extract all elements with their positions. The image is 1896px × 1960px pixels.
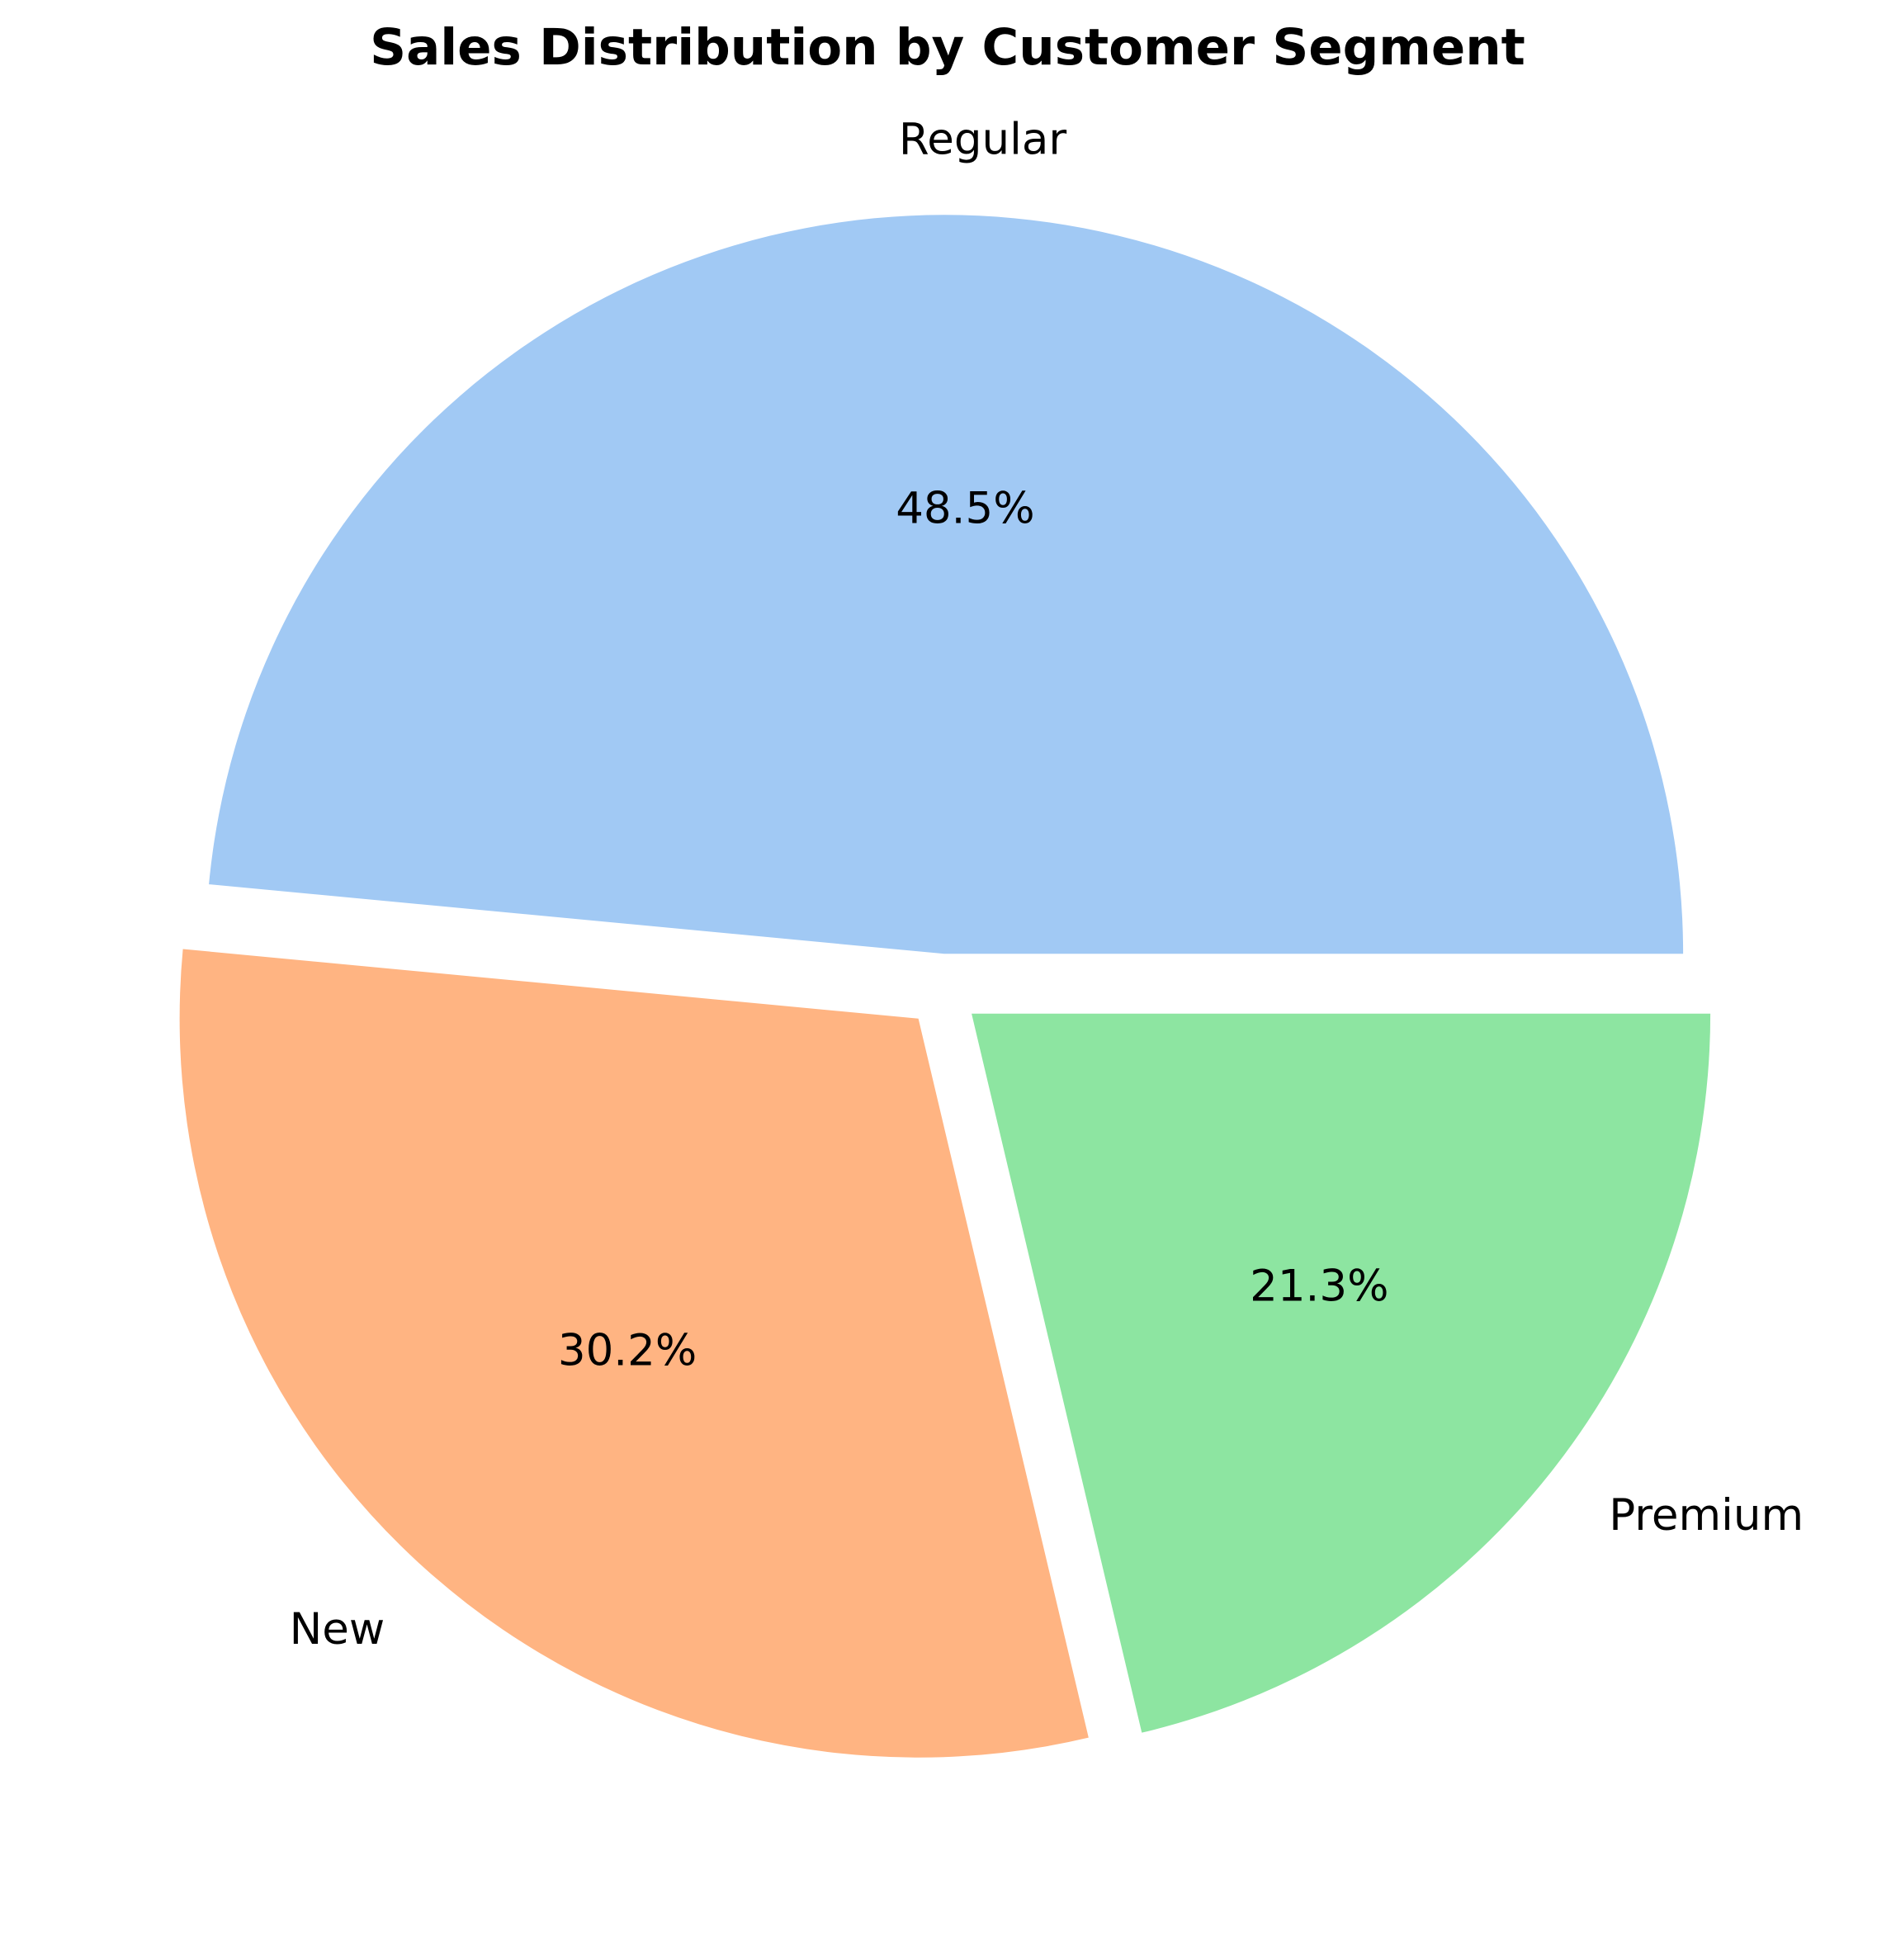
pie-slice-premium xyxy=(972,1013,1711,1733)
pie-labels: Regular 48.5% New 30.2% Premium 21.3% xyxy=(290,115,1804,1655)
percent-label-new: 30.2% xyxy=(558,1325,697,1375)
segment-label-premium: Premium xyxy=(1609,1490,1804,1541)
pie-slices xyxy=(179,215,1711,1758)
pie-slice-regular xyxy=(209,215,1684,954)
segment-label-regular: Regular xyxy=(899,115,1066,165)
segment-label-new: New xyxy=(290,1604,385,1655)
percent-label-regular: 48.5% xyxy=(896,484,1034,534)
chart-title: Sales Distribution by Customer Segment xyxy=(370,18,1525,77)
pie-slice-new xyxy=(179,949,1089,1758)
percent-label-premium: 21.3% xyxy=(1250,1262,1388,1312)
